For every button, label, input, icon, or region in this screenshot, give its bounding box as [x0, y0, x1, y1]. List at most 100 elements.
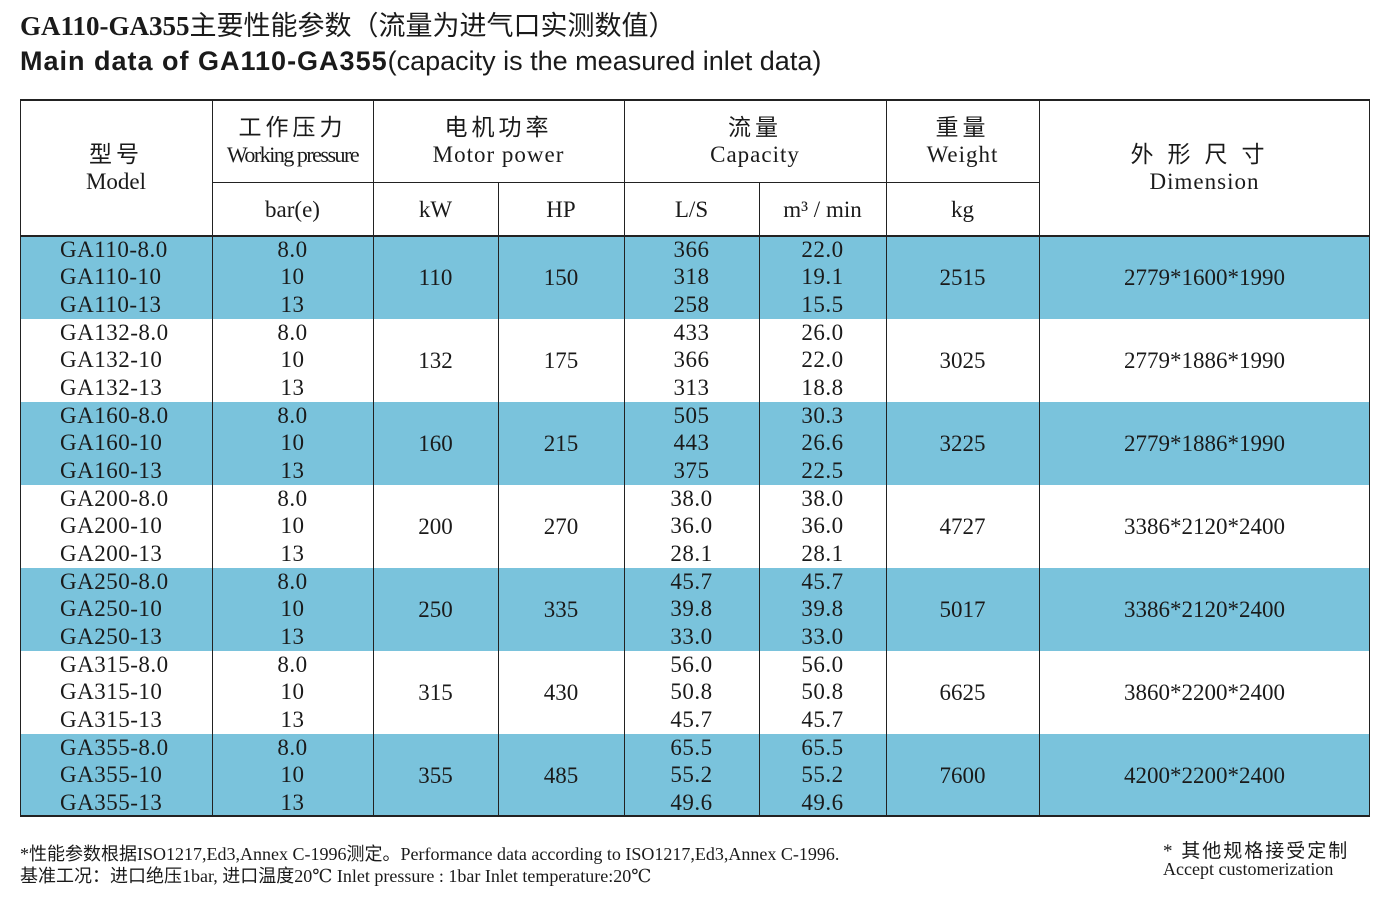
weight-cell: 5017 — [939, 597, 986, 622]
footnote-conditions: 基准工况：进口绝压1bar, 进口温度20℃ Inlet pressure : … — [20, 866, 652, 886]
header-power: 电机功率 Motor power — [373, 99, 624, 183]
pressure-cell-item: 10 — [280, 679, 305, 705]
capacity-m3-cell-item: 65.5 — [801, 734, 844, 760]
capacity-ls-cell-item: 45.7 — [670, 707, 713, 733]
grid-line — [20, 815, 1370, 817]
weight-cell: 3225 — [939, 431, 986, 456]
power-kw-cell: 110 — [418, 265, 453, 290]
row-band — [20, 236, 1370, 319]
model-cell-item: GA132-10 — [60, 347, 163, 373]
power-kw-cell: 160 — [418, 431, 453, 456]
pressure-cell-item: 13 — [280, 292, 305, 318]
model-cell-item: GA315-10 — [60, 679, 163, 705]
header-weight-unit: kg — [951, 197, 974, 222]
model-cell-item: GA110-8.0 — [60, 236, 168, 262]
capacity-m3-cell-item: 38.0 — [801, 485, 844, 511]
power-hp-cell: 335 — [543, 597, 579, 622]
capacity-m3-cell-item: 18.8 — [801, 375, 844, 401]
dimension-cell: 3860*2200*2400 — [1124, 680, 1285, 705]
row-band — [20, 402, 1370, 485]
title-en-text: (capacity is the measured inlet data) — [387, 46, 822, 76]
header-weight-en: Weight — [926, 142, 999, 167]
capacity-ls-cell: 433 366 313 — [624, 319, 759, 402]
grid-line — [212, 99, 213, 817]
model-cell-item: GA200-8.0 — [60, 485, 169, 511]
model-cell-item: GA250-8.0 — [60, 568, 169, 594]
pressure-cell-item: 8.0 — [277, 568, 308, 594]
capacity-ls-cell-item: 55.2 — [670, 762, 713, 788]
pressure-cell-item: 10 — [280, 596, 305, 622]
pressure-cell-item: 13 — [280, 375, 305, 401]
capacity-m3-cell-item: 19.1 — [801, 264, 844, 290]
capacity-m3-cell-item: 39.8 — [801, 596, 844, 622]
capacity-ls-cell-item: 28.1 — [670, 541, 713, 567]
header-dimension-en: Dimension — [1149, 168, 1260, 194]
capacity-m3-cell-item: 28.1 — [801, 541, 844, 567]
title-cn-text: 主要性能参数（流量为进气口实测数值） — [189, 11, 676, 41]
capacity-ls-cell-item: 433 — [673, 319, 710, 345]
grid-line — [1039, 99, 1040, 817]
capacity-ls-cell-item: 505 — [673, 402, 710, 428]
header-capacity-ls: L/S — [674, 197, 709, 222]
capacity-m3-cell: 22.0 19.1 15.5 — [759, 236, 886, 319]
header-capacity-cn: 流量 — [728, 115, 782, 140]
pressure-cell-item: 13 — [280, 707, 305, 733]
capacity-ls-cell-item: 366 — [673, 236, 710, 262]
grid-line — [624, 99, 625, 817]
grid-line — [20, 99, 1370, 101]
weight-cell: 3025 — [939, 348, 986, 373]
capacity-m3-cell: 30.3 26.6 22.5 — [759, 402, 886, 485]
capacity-m3-cell-item: 45.7 — [801, 568, 844, 594]
model-cell-item: GA355-8.0 — [60, 734, 169, 760]
model-cell-item: GA355-10 — [60, 762, 163, 788]
header-capacity-en: Capacity — [710, 142, 800, 167]
header-power-cn: 电机功率 — [444, 115, 553, 140]
header-dimension-cn: 外形尺寸 — [1130, 141, 1279, 167]
pressure-cell: 8.0 10 13 — [212, 568, 373, 651]
weight-cell: 6625 — [939, 680, 986, 705]
capacity-ls-cell-item: 49.6 — [670, 790, 713, 816]
pressure-cell-item: 8.0 — [277, 485, 308, 511]
row-band — [20, 734, 1370, 817]
pressure-cell-item: 10 — [280, 347, 305, 373]
capacity-ls-cell-item: 50.8 — [670, 679, 713, 705]
capacity-ls-cell-item: 318 — [673, 264, 710, 290]
capacity-m3-cell-item: 26.0 — [801, 319, 844, 345]
power-hp-cell: 485 — [543, 763, 579, 788]
dimension-cell: 3386*2120*2400 — [1124, 514, 1285, 539]
capacity-m3-cell: 38.0 36.0 28.1 — [759, 485, 886, 568]
page-title-cn: GA110-GA355主要性能参数（流量为进气口实测数值） — [20, 10, 676, 42]
capacity-ls-cell-item: 56.0 — [670, 651, 713, 677]
capacity-ls-cell: 45.7 39.8 33.0 — [624, 568, 759, 651]
header-weight: 重量 Weight — [886, 99, 1039, 183]
capacity-m3-cell-item: 22.5 — [801, 458, 844, 484]
capacity-ls-cell-item: 258 — [673, 292, 710, 318]
capacity-m3-cell: 45.7 39.8 33.0 — [759, 568, 886, 651]
model-cell-item: GA315-13 — [60, 707, 163, 733]
pressure-cell: 8.0 10 13 — [212, 651, 373, 734]
header-model-cn: 型号 — [89, 141, 143, 167]
model-cell-item: GA110-13 — [60, 292, 162, 318]
footnote-custom-cn: * 其他规格接受定制 — [1163, 841, 1350, 862]
pressure-cell-item: 10 — [280, 430, 305, 456]
capacity-ls-cell-item: 33.0 — [670, 624, 713, 650]
grid-line — [1369, 99, 1370, 817]
header-pressure-en: Working pressure — [226, 142, 360, 167]
model-cell: GA200-8.0 GA200-10 GA200-13 — [60, 485, 212, 568]
capacity-m3-cell-item: 15.5 — [801, 292, 844, 318]
grid-line — [498, 183, 499, 817]
title-model-range: GA110-GA355 — [20, 11, 190, 41]
model-cell-item: GA200-13 — [60, 541, 163, 567]
header-power-hp: HP — [546, 197, 576, 222]
pressure-cell: 8.0 10 13 — [212, 236, 373, 319]
capacity-m3-cell-item: 33.0 — [801, 624, 844, 650]
model-cell-item: GA132-8.0 — [60, 319, 169, 345]
model-cell: GA250-8.0 GA250-10 GA250-13 — [60, 568, 212, 651]
grid-line — [373, 99, 374, 817]
power-hp-cell: 270 — [543, 514, 579, 539]
header-pressure-cn: 工作压力 — [238, 115, 347, 140]
model-cell-item: GA200-10 — [60, 513, 163, 539]
capacity-m3-cell-item: 22.0 — [801, 236, 844, 262]
power-hp-cell: 430 — [543, 680, 579, 705]
power-kw-cell: 315 — [418, 680, 453, 705]
